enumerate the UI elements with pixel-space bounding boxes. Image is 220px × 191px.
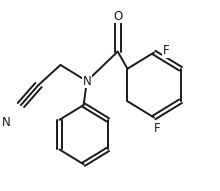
Text: F: F	[154, 122, 161, 135]
Text: N: N	[2, 116, 11, 129]
Text: O: O	[113, 10, 122, 23]
Text: N: N	[82, 75, 91, 88]
Text: F: F	[163, 44, 169, 57]
